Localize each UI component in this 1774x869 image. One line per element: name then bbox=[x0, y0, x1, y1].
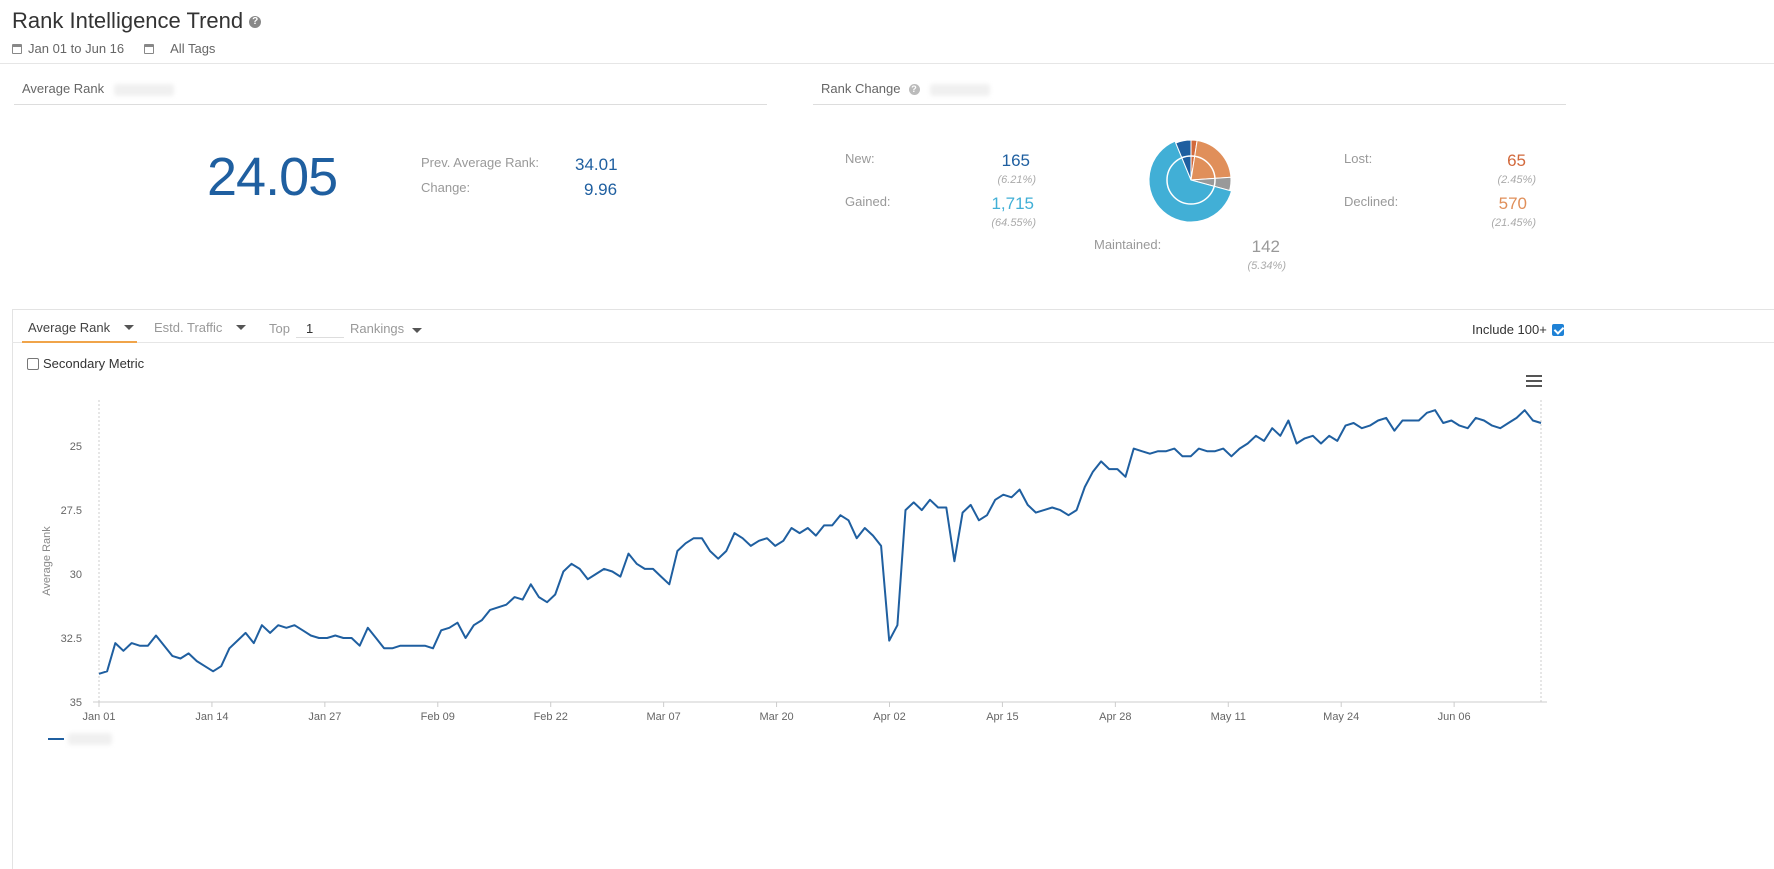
rank-change-pie[interactable] bbox=[1145, 134, 1237, 226]
y-tick-label: 25 bbox=[70, 441, 82, 453]
pie-slice-gained[interactable] bbox=[1148, 140, 1233, 223]
maintained-pct: (5.34%) bbox=[1247, 260, 1286, 272]
redacted-text bbox=[114, 83, 175, 96]
maintained-value: 142 bbox=[1251, 237, 1280, 256]
date-tags-row: Jan 01 to Jun 16 All Tags bbox=[12, 41, 215, 56]
x-tick-label: Mar 07 bbox=[647, 711, 681, 723]
chart-menu-icon[interactable] bbox=[1526, 372, 1542, 390]
pie-slice-declined[interactable] bbox=[1190, 139, 1232, 181]
legend-swatch bbox=[48, 738, 64, 740]
x-tick-label: Apr 02 bbox=[873, 711, 905, 723]
rankings-dropdown[interactable]: Rankings bbox=[350, 321, 423, 336]
include-100-checkbox[interactable] bbox=[1551, 323, 1564, 336]
secondary-metric-checkbox[interactable] bbox=[27, 357, 39, 370]
gained-pct: (64.55%) bbox=[991, 217, 1036, 229]
change-value: 9.96 bbox=[584, 180, 618, 199]
change-label: Change: bbox=[421, 180, 471, 195]
x-tick-label: May 24 bbox=[1323, 711, 1359, 723]
x-tick-label: Apr 28 bbox=[1099, 711, 1131, 723]
top-rankings-control: Top Rankings bbox=[269, 319, 423, 338]
tab-average-rank[interactable]: Average Rank bbox=[28, 320, 135, 335]
lost-pct: (2.45%) bbox=[1497, 174, 1536, 186]
header-divider bbox=[0, 63, 1774, 64]
calendar-icon[interactable] bbox=[12, 43, 22, 54]
chevron-down-icon bbox=[236, 325, 247, 330]
y-tick-label: 32.5 bbox=[61, 633, 82, 645]
page-title: Rank Intelligence Trend? bbox=[12, 8, 262, 34]
top-label: Top bbox=[269, 321, 290, 336]
y-tick-label: 35 bbox=[70, 697, 82, 709]
x-tick-label: Jun 06 bbox=[1438, 711, 1471, 723]
top-n-input[interactable] bbox=[295, 319, 344, 338]
declined-label: Declined: bbox=[1344, 194, 1399, 209]
chevron-down-icon bbox=[412, 328, 423, 333]
gained-value: 1,715 bbox=[991, 194, 1034, 213]
x-tick-label: Mar 20 bbox=[759, 711, 793, 723]
declined-value: 570 bbox=[1498, 194, 1527, 213]
rank-change-heading: Rank Change? bbox=[821, 81, 990, 96]
tags-filter[interactable]: All Tags bbox=[170, 41, 216, 56]
help-icon[interactable]: ? bbox=[908, 84, 920, 96]
chevron-down-icon bbox=[124, 325, 135, 330]
new-value: 165 bbox=[1001, 151, 1030, 170]
x-tick-label: Jan 27 bbox=[308, 711, 341, 723]
new-label: New: bbox=[845, 151, 875, 166]
x-tick-label: Feb 22 bbox=[534, 711, 568, 723]
toolbar-divider bbox=[12, 342, 1774, 343]
prev-average-rank-label: Prev. Average Rank: bbox=[421, 155, 540, 170]
x-tick-label: Jan 01 bbox=[82, 711, 115, 723]
new-pct: (6.21%) bbox=[997, 174, 1036, 186]
x-tick-label: Apr 15 bbox=[986, 711, 1018, 723]
panel-divider bbox=[14, 104, 767, 105]
series-line[interactable] bbox=[98, 409, 1542, 675]
date-range[interactable]: Jan 01 to Jun 16 bbox=[28, 41, 125, 56]
trend-chart-panel bbox=[12, 309, 1774, 869]
pie-slices bbox=[1148, 139, 1233, 223]
lost-value: 65 bbox=[1507, 151, 1526, 170]
y-tick-label: 30 bbox=[70, 569, 82, 581]
redacted-text bbox=[929, 83, 990, 96]
pie-slice-new[interactable] bbox=[1175, 139, 1192, 181]
legend-redacted bbox=[68, 733, 112, 745]
secondary-metric-toggle[interactable]: Secondary Metric bbox=[27, 356, 144, 371]
y-axis-label: Average Rank bbox=[41, 526, 53, 596]
average-rank-heading: Average Rank bbox=[22, 81, 175, 96]
help-icon[interactable]: ? bbox=[249, 16, 262, 29]
calendar-icon bbox=[144, 43, 155, 54]
lost-label: Lost: bbox=[1344, 151, 1373, 166]
pie-inner-ring bbox=[1166, 155, 1216, 205]
maintained-label: Maintained: bbox=[1094, 237, 1162, 252]
y-tick-label: 27.5 bbox=[61, 505, 82, 517]
panel-divider bbox=[813, 104, 1566, 105]
x-tick-label: Jan 14 bbox=[195, 711, 228, 723]
active-tab-underline bbox=[22, 341, 137, 343]
average-rank-value: 24.05 bbox=[207, 147, 338, 207]
prev-average-rank-value: 34.01 bbox=[575, 155, 618, 174]
tab-estd-traffic[interactable]: Estd. Traffic bbox=[154, 320, 247, 335]
x-tick-label: Feb 09 bbox=[421, 711, 455, 723]
declined-pct: (21.45%) bbox=[1491, 217, 1536, 229]
gained-label: Gained: bbox=[845, 194, 891, 209]
x-tick-label: May 11 bbox=[1211, 711, 1246, 723]
include-100-toggle[interactable]: Include 100+ bbox=[1472, 322, 1564, 337]
